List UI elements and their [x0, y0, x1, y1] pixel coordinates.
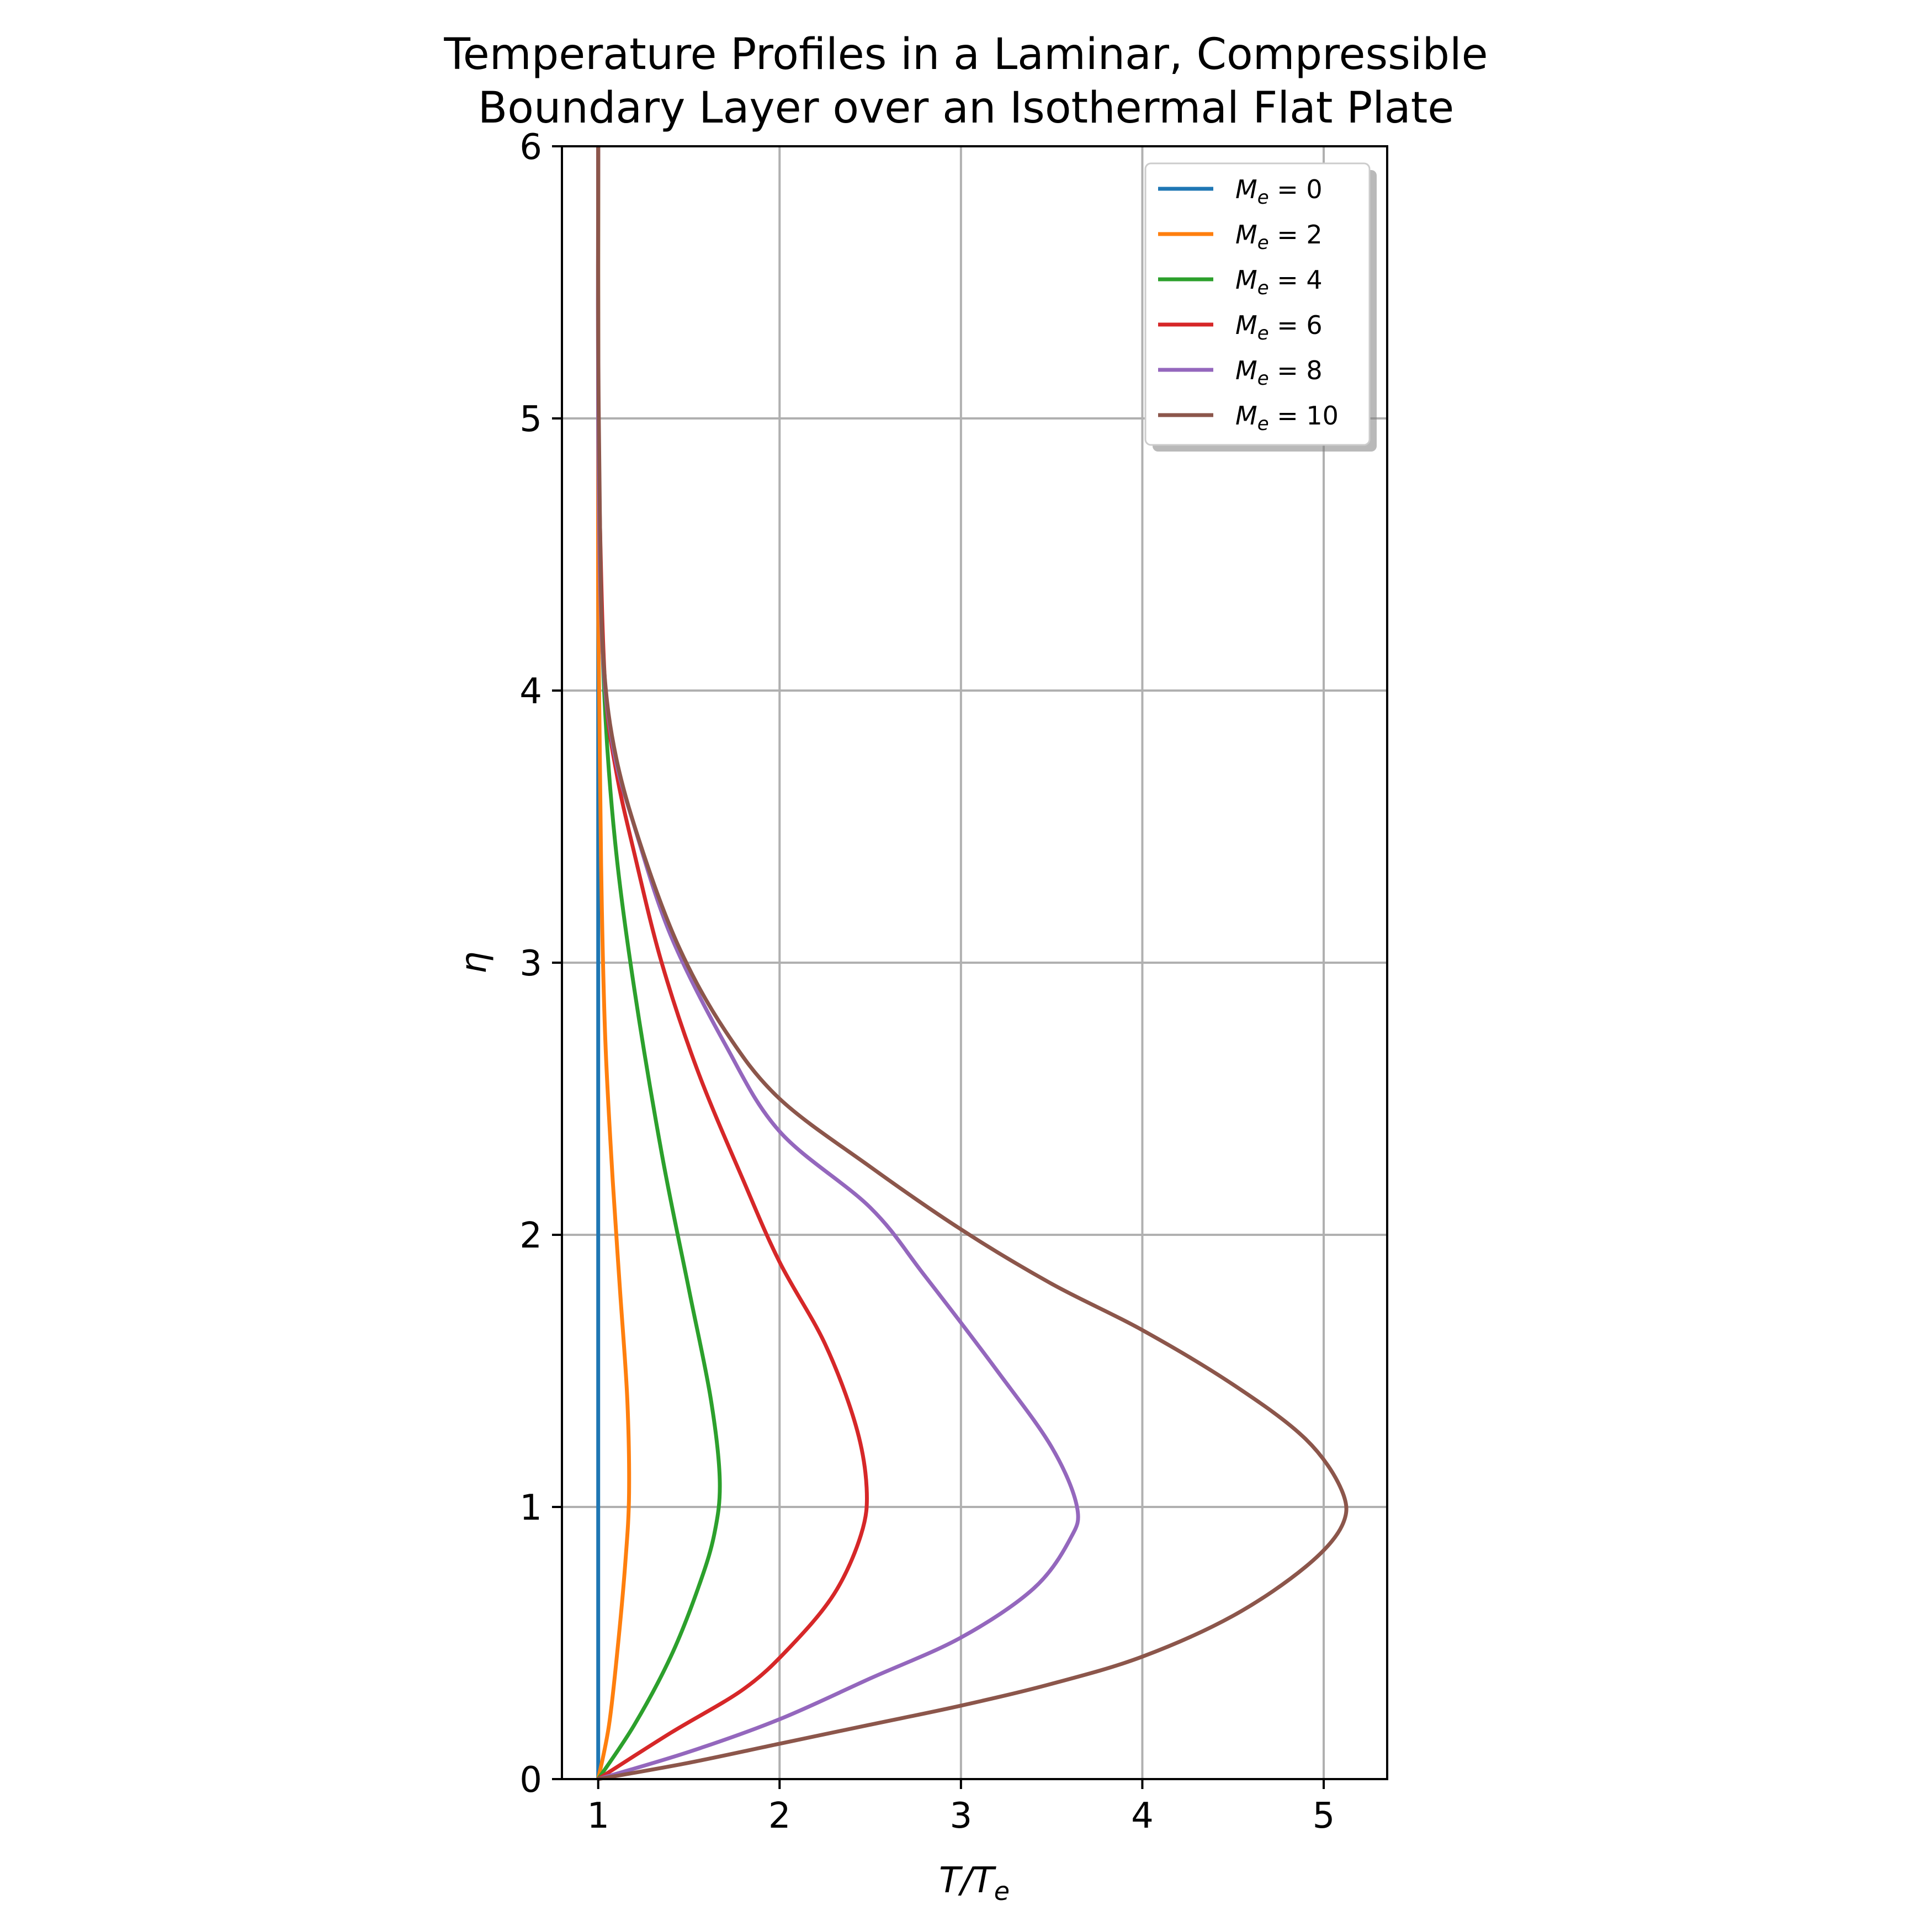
- chart-title-line-2: Boundary Layer over an Isothermal Flat P…: [478, 83, 1455, 133]
- x-tick-label: 3: [949, 1796, 972, 1837]
- plot-lines: [596, 146, 1349, 1781]
- x-axis-ticks: 1 2 3 4 5: [587, 1779, 1335, 1837]
- y-axis-ticks: 0 1 2 3 4 5 6: [519, 127, 562, 1801]
- y-tick-label: 5: [519, 399, 542, 440]
- legend-label: Me = 10: [1235, 401, 1339, 435]
- x-tick-label: 2: [768, 1796, 791, 1837]
- legend-label: Me = 8: [1235, 355, 1323, 390]
- x-axis-label: T/Te: [939, 1860, 1010, 1906]
- legend-label: Me = 0: [1235, 174, 1323, 209]
- series-line-me-10: [596, 146, 1349, 1781]
- chart-title-line-1: Temperature Profiles in a Laminar, Compr…: [443, 30, 1488, 79]
- x-axis-label-subscript: e: [994, 1876, 1010, 1906]
- legend-label: Me = 2: [1235, 220, 1323, 254]
- y-tick-label: 3: [519, 943, 542, 984]
- y-tick-label: 0: [519, 1760, 542, 1801]
- x-tick-label: 1: [587, 1796, 609, 1837]
- legend-label: Me = 6: [1235, 310, 1323, 344]
- y-tick-label: 1: [519, 1488, 542, 1528]
- y-tick-label: 6: [519, 127, 542, 168]
- x-tick-label: 5: [1313, 1796, 1335, 1837]
- y-tick-label: 4: [519, 671, 542, 712]
- x-axis-label-main: T/T: [939, 1860, 997, 1901]
- x-tick-label: 4: [1131, 1796, 1154, 1837]
- legend-label: Me = 4: [1235, 265, 1323, 299]
- y-axis-label: η: [454, 952, 495, 974]
- legend: Me = 0 Me = 2 Me = 4 Me = 6 Me = 8 Me = 10: [1144, 162, 1377, 452]
- y-tick-label: 2: [519, 1216, 542, 1256]
